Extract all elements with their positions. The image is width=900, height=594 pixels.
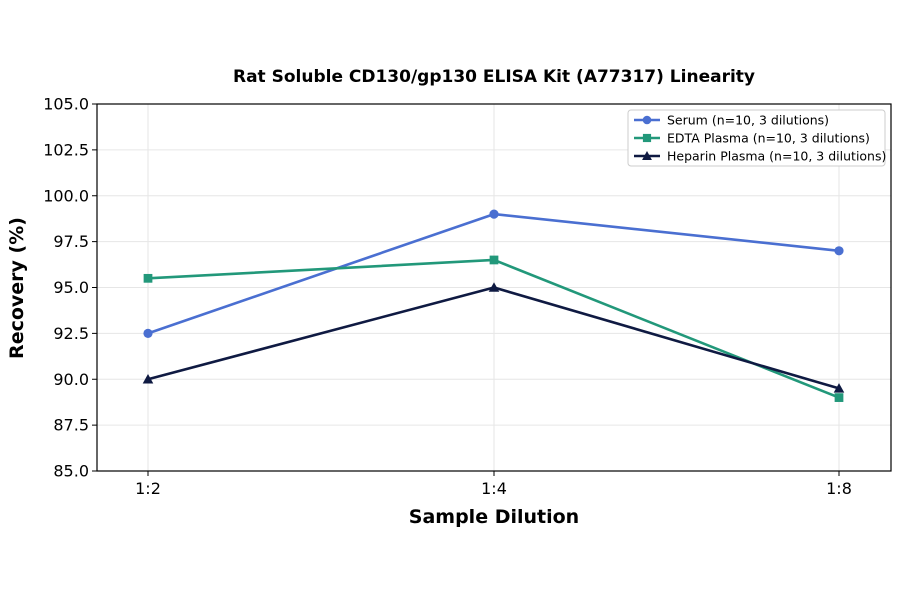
legend-box xyxy=(627,109,886,167)
data-point-square xyxy=(489,255,499,265)
data-point-triangle xyxy=(488,282,500,292)
data-point-circle xyxy=(489,209,499,219)
x-axis-label: Sample Dilution xyxy=(409,506,579,528)
data-point-triangle xyxy=(833,383,845,393)
legend: Serum (n=10, 3 dilutions) EDTA Plasma (n=… xyxy=(627,109,886,167)
series-1 xyxy=(143,209,844,338)
y-tick-label: 102.5 xyxy=(43,140,89,159)
legend-label: Heparin Plasma (n=10, 3 dilutions) xyxy=(667,149,886,164)
legend-entry: Serum (n=10, 3 dilutions) xyxy=(634,113,829,128)
y-tick-label: 97.5 xyxy=(53,232,89,251)
y-axis-ticks: 85.0 87.5 90.0 92.5 95.0 97.5 100.0 102.5 105.0 xyxy=(43,95,97,481)
data-point-triangle xyxy=(142,373,154,384)
data-point-square xyxy=(834,393,844,402)
y-tick-label: 87.5 xyxy=(53,416,89,435)
legend-entry: EDTA Plasma (n=10, 3 dilutions) xyxy=(634,131,870,146)
legend-label: EDTA Plasma (n=10, 3 dilutions) xyxy=(667,131,870,146)
y-tick-label: 92.5 xyxy=(53,324,89,343)
data-point-square xyxy=(143,273,153,283)
legend-label: Serum (n=10, 3 dilutions) xyxy=(667,113,829,128)
series-3 xyxy=(142,282,845,393)
y-axis-label: Recovery (%) xyxy=(6,217,28,359)
series-layer xyxy=(142,209,845,402)
data-point-circle xyxy=(642,115,652,125)
x-tick-label: 1:8 xyxy=(826,479,852,498)
data-point-circle xyxy=(834,246,844,256)
x-axis-ticks: 1:2 1:4 1:8 xyxy=(135,471,852,498)
chart-title: Rat Soluble CD130/gp130 ELISA Kit (A7731… xyxy=(233,67,755,87)
x-tick-label: 1:2 xyxy=(135,479,161,498)
series-2 xyxy=(143,255,844,402)
legend-entry: Heparin Plasma (n=10, 3 dilutions) xyxy=(634,149,886,164)
data-point-square xyxy=(642,133,652,143)
data-point-circle xyxy=(143,328,153,338)
y-tick-label: 100.0 xyxy=(43,186,89,205)
x-tick-label: 1:4 xyxy=(481,479,507,498)
y-tick-label: 85.0 xyxy=(53,462,89,481)
y-tick-label: 90.0 xyxy=(53,370,89,389)
data-point-triangle xyxy=(642,151,652,160)
y-tick-label: 105.0 xyxy=(43,95,89,114)
y-tick-label: 95.0 xyxy=(53,278,89,297)
